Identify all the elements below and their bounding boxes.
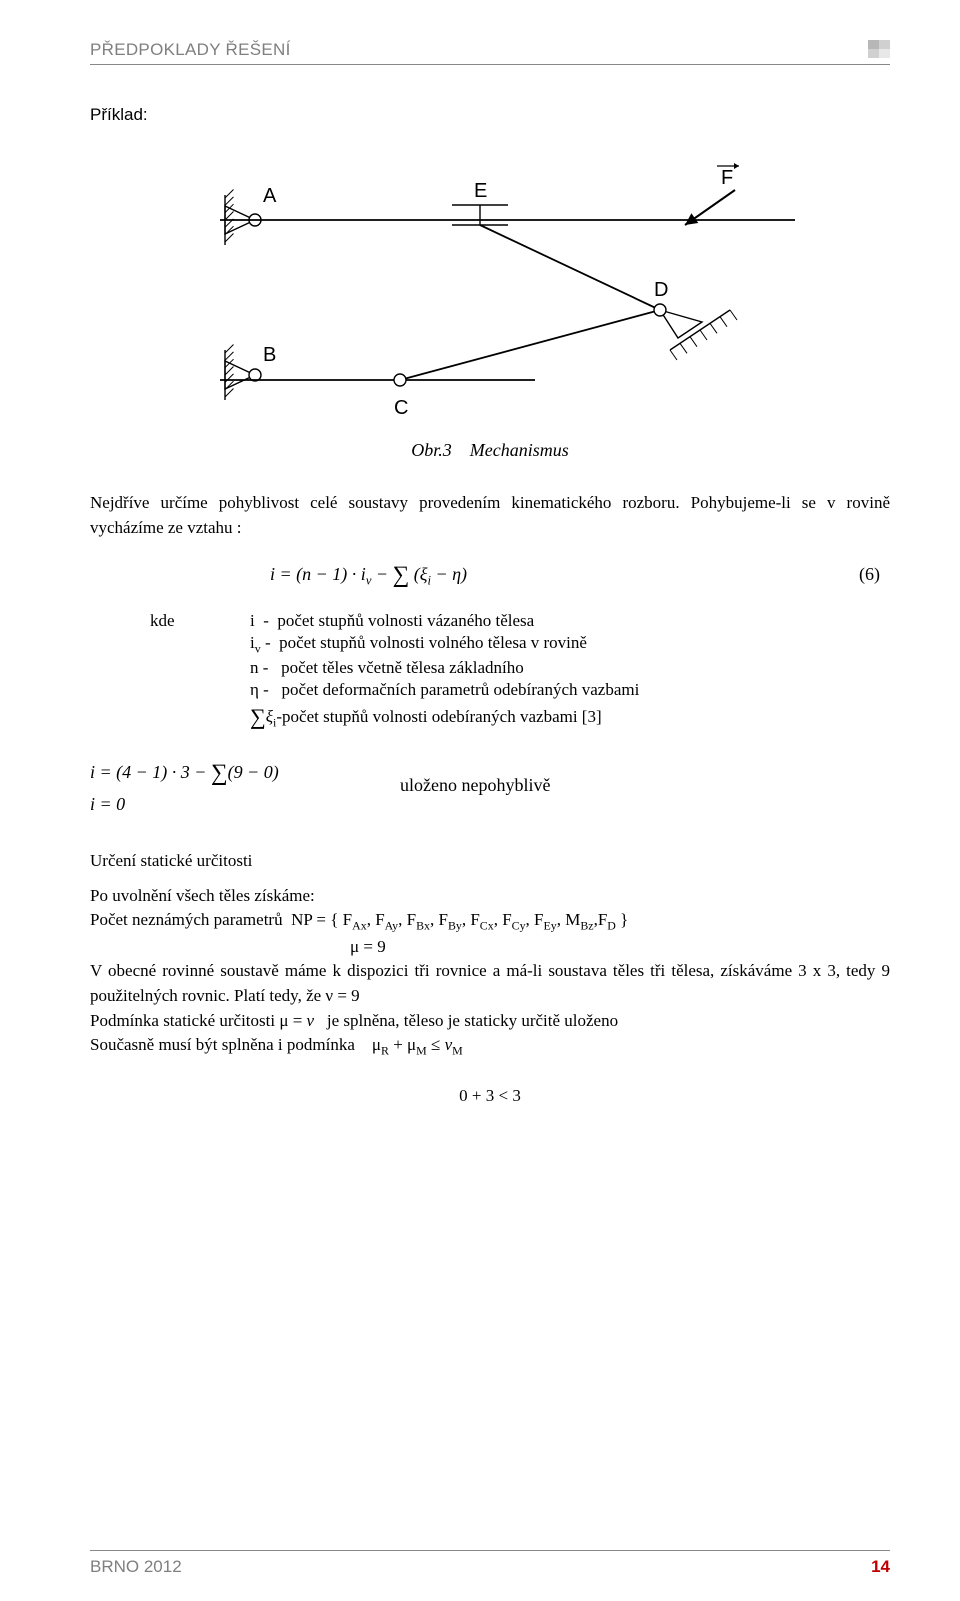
svg-text:B: B (263, 344, 276, 366)
footer-page-number: 14 (871, 1557, 890, 1577)
page-header: PŘEDPOKLADY ŘEŠENÍ (90, 40, 890, 65)
page-footer: BRNO 2012 14 (90, 1550, 890, 1577)
caption-title: Mechanismus (470, 440, 569, 460)
static-line: V obecné rovinné soustavě máme k dispozi… (90, 959, 890, 1008)
where-line: n - počet těles včetně tělesa základního (250, 658, 890, 678)
where-line: iv - počet stupňů volnosti volného těles… (250, 633, 890, 656)
svg-text:E: E (474, 180, 487, 202)
calc-eq-line: i = 0 (90, 790, 370, 819)
svg-text:F: F (721, 167, 733, 189)
mechanism-diagram: A B C D E F (140, 145, 840, 430)
static-line: Počet neznámých parametrů NP = { FAx, FA… (90, 908, 890, 935)
where-line: η - počet deformačních parametrů odebíra… (250, 680, 890, 700)
header-logo (868, 40, 890, 58)
svg-text:A: A (263, 185, 277, 207)
static-line: Podmínka statické určitosti μ = ν je spl… (90, 1009, 890, 1034)
equation-6: i = (n − 1) · iv − ∑ (ξi − η) (6) (90, 560, 890, 589)
where-block: kde i - počet stupňů volnosti vázaného t… (150, 609, 890, 733)
where-line: ∑ξi-počet stupňů volnosti odebíraných va… (250, 702, 890, 730)
example-label: Příklad: (90, 105, 890, 125)
section-title: PŘEDPOKLADY ŘEŠENÍ (90, 40, 291, 60)
static-line: Po uvolnění všech těles získáme: (90, 884, 890, 909)
equation-6-number: (6) (859, 564, 880, 585)
static-body: Po uvolnění všech těles získáme: Počet n… (90, 884, 890, 1060)
where-line: i - počet stupňů volnosti vázaného těles… (250, 611, 890, 631)
calc-eq-line: i = (4 − 1) · 3 − ∑(9 − 0) (90, 753, 370, 790)
footer-left: BRNO 2012 (90, 1557, 182, 1577)
static-line: Současně musí být splněna i podmínka μR … (90, 1033, 890, 1060)
static-line: μ = 9 (350, 935, 890, 960)
static-section-title: Určení statické určitosti (90, 849, 890, 874)
intro-text: Nejdříve určíme pohyblivost celé soustav… (90, 491, 890, 540)
final-inequality: 0 + 3 < 3 (90, 1084, 890, 1109)
figure-caption: Obr.3 Mechanismus (90, 440, 890, 461)
equation-6-body: i = (n − 1) · iv − ∑ (ξi − η) (270, 560, 467, 589)
caption-number: Obr.3 (411, 440, 452, 460)
svg-text:C: C (394, 397, 408, 419)
calc-note: uloženo nepohyblivě (400, 775, 890, 796)
calc-block: i = (4 − 1) · 3 − ∑(9 − 0) i = 0 uloženo… (90, 753, 890, 819)
calc-equations: i = (4 − 1) · 3 − ∑(9 − 0) i = 0 (90, 753, 370, 819)
where-label: kde (150, 609, 240, 733)
svg-text:D: D (654, 279, 668, 301)
where-lines: i - počet stupňů volnosti vázaného těles… (250, 609, 890, 733)
